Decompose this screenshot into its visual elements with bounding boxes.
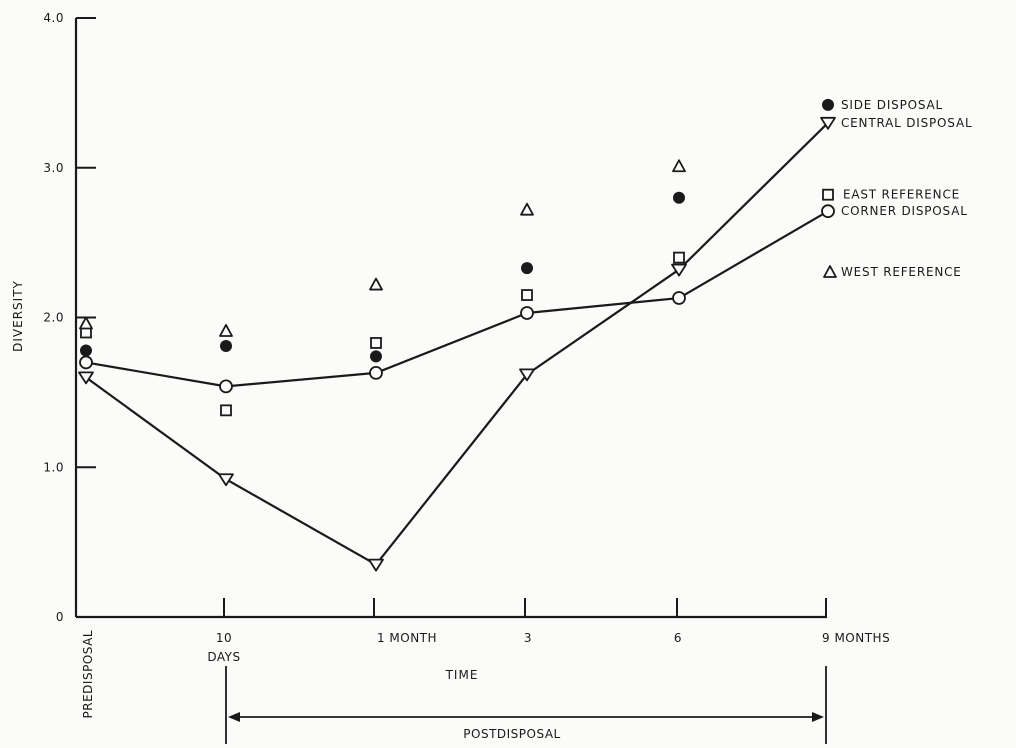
postdisposal-arrowhead-left <box>228 712 240 722</box>
postdisposal-arrowhead-right <box>812 712 824 722</box>
x-tick-label-3: 3 <box>524 631 532 645</box>
y-tick-label-4: 4.0 <box>43 11 64 25</box>
point-central-disposal-1 <box>218 473 234 487</box>
point-west-reference-2 <box>369 277 383 291</box>
point-side-disposal-1 <box>220 339 232 352</box>
x-tick-label-1-month: 1 MONTH <box>377 631 437 645</box>
y-axis-title: DIVERSITY <box>11 280 25 352</box>
legend-marker-west-reference <box>823 265 837 278</box>
markers-layer <box>78 98 836 572</box>
ticks-layer: 0 1.0 2.0 3.0 4.0 <box>43 11 827 624</box>
point-west-reference-0 <box>79 316 93 330</box>
x-tick-label-10-days-top: 10 <box>216 631 232 645</box>
point-central-disposal-0 <box>78 371 94 385</box>
point-side-disposal-5 <box>822 98 834 111</box>
y-tick-label-1: 1.0 <box>43 460 64 474</box>
point-central-disposal-5 <box>820 116 836 130</box>
point-side-disposal-3 <box>521 262 533 275</box>
point-east-reference-1 <box>220 404 232 417</box>
y-tick-label-0: 0 <box>56 610 64 624</box>
y-tick-label-3: 3.0 <box>43 161 64 175</box>
point-side-disposal-2 <box>370 350 382 363</box>
legend-label-side-disposal: SIDE DISPOSAL <box>841 98 943 112</box>
legend-label-central-disposal: CENTRAL DISPOSAL <box>841 116 972 130</box>
point-east-reference-4 <box>673 251 685 264</box>
point-corner-disposal-1 <box>219 379 233 394</box>
legend-label-west-reference: WEST REFERENCE <box>841 265 962 279</box>
point-central-disposal-2 <box>368 558 384 572</box>
point-west-reference-3 <box>520 202 534 216</box>
point-side-disposal-4 <box>673 191 685 204</box>
x-tick-label-10-days-bottom: DAYS <box>207 650 240 664</box>
postdisposal-label: POSTDISPOSAL <box>463 727 560 741</box>
x-tick-label-6: 6 <box>674 631 682 645</box>
series-lines-layer <box>85 122 829 566</box>
legend: SIDE DISPOSAL CENTRAL DISPOSAL EAST REFERE… <box>823 98 972 279</box>
point-corner-disposal-4 <box>672 291 686 305</box>
point-west-reference-4 <box>672 159 686 173</box>
x-axis-title: TIME <box>445 668 479 682</box>
x-tick-label-predisposal: PREDISPOSAL <box>81 630 95 718</box>
legend-label-east-reference: EAST REFERENCE <box>843 188 960 202</box>
point-side-disposal-0 <box>80 344 92 357</box>
y-tick-label-2: 2.0 <box>43 311 64 325</box>
point-corner-disposal-5 <box>821 204 835 219</box>
point-west-reference-1 <box>219 324 233 337</box>
series-line-central-disposal <box>85 122 829 566</box>
series-line-corner-disposal <box>85 210 829 388</box>
legend-label-corner-disposal: CORNER DISPOSAL <box>841 204 968 218</box>
point-corner-disposal-2 <box>369 366 383 380</box>
point-corner-disposal-3 <box>520 306 534 320</box>
point-east-reference-5 <box>822 188 834 201</box>
point-corner-disposal-0 <box>79 355 93 370</box>
point-east-reference-3 <box>521 289 533 301</box>
point-central-disposal-3 <box>519 368 535 382</box>
point-central-disposal-4 <box>671 263 687 277</box>
x-tick-label-9-months: 9 MONTHS <box>822 631 890 645</box>
point-east-reference-2 <box>370 337 382 349</box>
